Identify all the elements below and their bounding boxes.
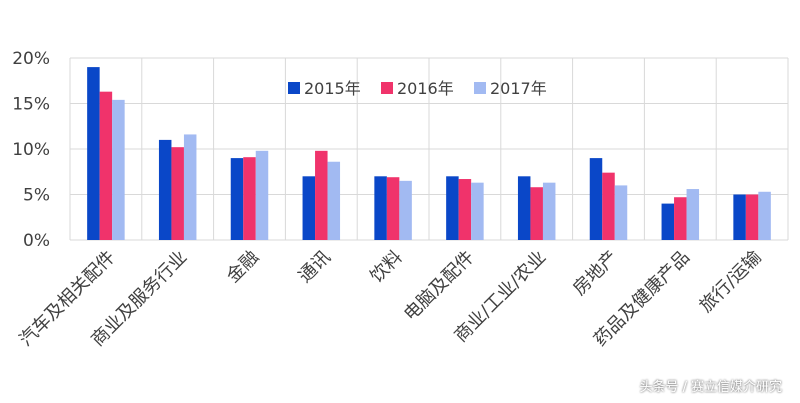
bar xyxy=(112,99,125,240)
x-tick-label: 电脑及配件 xyxy=(400,247,478,325)
x-tick-label: 通讯 xyxy=(295,247,335,287)
bar xyxy=(589,158,603,240)
legend-swatch xyxy=(288,82,300,94)
footer-brand: 赛立信媒介研究 xyxy=(690,380,782,395)
bar xyxy=(315,150,328,240)
y-tick-label: 15% xyxy=(12,95,50,115)
bars xyxy=(87,67,771,240)
bar xyxy=(230,158,244,240)
bar xyxy=(661,203,675,240)
legend-label: 2015年 xyxy=(304,79,361,98)
bar xyxy=(471,182,484,240)
legend-swatch xyxy=(381,82,393,94)
bar xyxy=(183,134,197,240)
bar xyxy=(745,194,759,240)
bar xyxy=(171,147,184,240)
bar xyxy=(446,176,459,240)
bar xyxy=(674,197,687,240)
bar xyxy=(386,177,400,240)
bar xyxy=(302,176,316,240)
bar xyxy=(686,189,700,240)
bar xyxy=(399,180,412,240)
bar xyxy=(542,182,556,240)
bar xyxy=(458,179,472,240)
bar xyxy=(602,172,615,240)
legend-swatch xyxy=(474,82,486,94)
legend-label: 2016年 xyxy=(397,79,454,98)
bar xyxy=(158,139,172,240)
bar xyxy=(614,185,628,240)
x-tick-label: 房地产 xyxy=(569,247,622,300)
legend-label: 2017年 xyxy=(490,79,547,98)
legend: 2015年 2016年 2017年 xyxy=(288,79,547,98)
bar xyxy=(733,194,746,240)
bar xyxy=(374,176,387,240)
footer-credit: 头条号 / 赛立信媒介研究 xyxy=(639,376,782,395)
x-tick-label: 旅行/运输 xyxy=(696,247,766,317)
footer-source: 头条号 / xyxy=(639,380,687,395)
y-tick-label: 0% xyxy=(23,231,50,251)
y-tick-label: 5% xyxy=(23,186,50,206)
x-tick-label: 饮料 xyxy=(366,247,406,287)
bar xyxy=(243,157,256,240)
bar xyxy=(517,176,531,240)
bar xyxy=(255,150,269,240)
y-tick-label: 20% xyxy=(12,49,50,69)
bar xyxy=(99,91,113,240)
x-tick-label: 金融 xyxy=(223,247,263,287)
y-tick-label: 10% xyxy=(12,140,50,160)
bar xyxy=(758,191,771,240)
y-axis: 0% 5% 10% 15% 20% xyxy=(12,49,50,251)
bar xyxy=(87,67,100,240)
bar xyxy=(327,161,341,240)
bar xyxy=(530,187,543,240)
